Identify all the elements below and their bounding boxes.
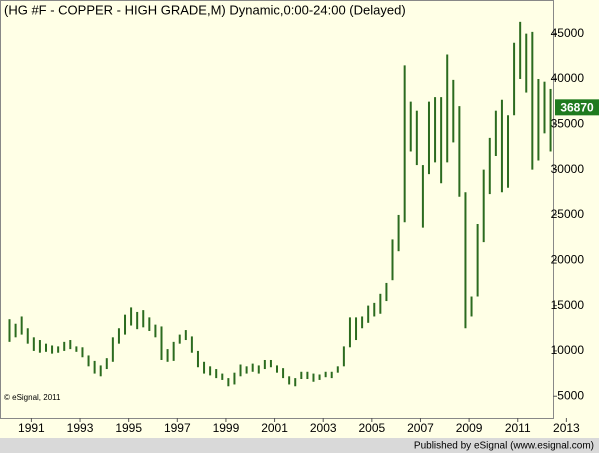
x-tick-label: 2009 xyxy=(456,421,483,435)
x-tick-label: 1995 xyxy=(115,421,142,435)
x-tick-label: 2005 xyxy=(358,421,385,435)
last-price-box xyxy=(555,99,599,116)
x-tick-label: 2011 xyxy=(505,421,531,435)
x-tick-label: 1991 xyxy=(18,421,45,435)
footer: Published by eSignal (www.esignal.com) xyxy=(414,441,594,452)
annotation: © eSignal, 2011 xyxy=(4,393,61,402)
chart-title: (HG #F - COPPER - HIGH GRADE,M) Dynamic,… xyxy=(4,2,406,17)
last-price-label: 36870 xyxy=(560,101,594,115)
y-tick-label: 35000 xyxy=(551,116,585,130)
x-tick-label: 2013 xyxy=(553,421,580,435)
footer-bar xyxy=(0,438,599,453)
y-tick-label: 5000 xyxy=(557,388,584,402)
x-tick-label: 2003 xyxy=(310,421,337,435)
x-tick-label: 1993 xyxy=(67,421,94,435)
y-tick-label: 15000 xyxy=(551,298,585,312)
x-tick-label: 1999 xyxy=(213,421,240,435)
y-tick-label: 40000 xyxy=(551,71,585,85)
y-tick-label: 20000 xyxy=(551,252,585,266)
y-tick-label: 30000 xyxy=(551,162,585,176)
y-tick-label: 25000 xyxy=(551,207,585,221)
x-tick-label: 2007 xyxy=(407,421,434,435)
y-tick-label: 10000 xyxy=(551,343,585,357)
y-tick-label: 45000 xyxy=(551,26,585,40)
plot-area xyxy=(0,0,554,419)
x-tick-label: 2001 xyxy=(261,421,288,435)
x-tick-label: 1997 xyxy=(164,421,191,435)
